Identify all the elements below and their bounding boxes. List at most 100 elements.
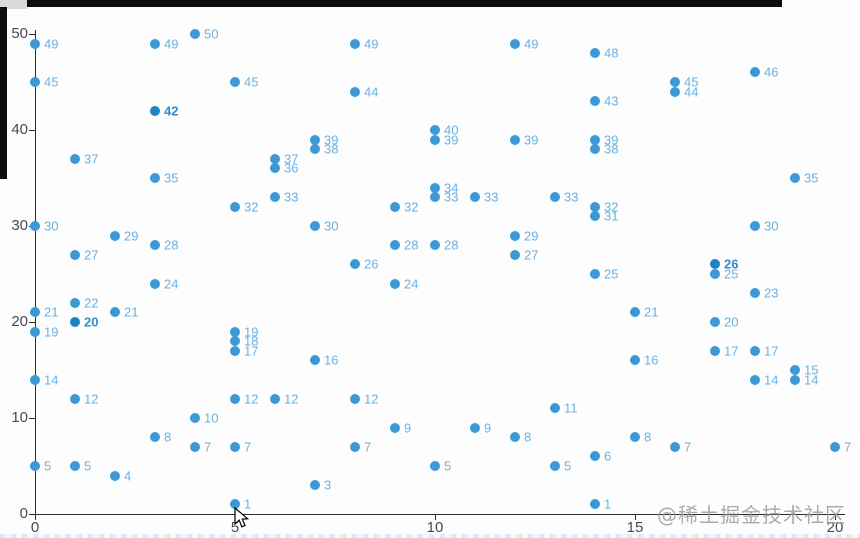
data-point[interactable] — [350, 259, 360, 270]
data-point[interactable] — [390, 240, 400, 251]
data-point[interactable] — [590, 269, 600, 279]
data-point[interactable] — [750, 374, 760, 385]
data-point[interactable] — [190, 29, 200, 39]
data-point[interactable] — [70, 153, 80, 164]
data-point[interactable] — [310, 221, 320, 231]
data-point[interactable] — [790, 374, 800, 385]
data-point[interactable] — [510, 230, 520, 241]
data-point[interactable] — [510, 249, 520, 260]
data-point[interactable] — [70, 297, 80, 308]
data-point[interactable] — [590, 144, 600, 155]
data-point[interactable] — [430, 134, 440, 145]
data-point[interactable] — [310, 480, 320, 491]
data-point[interactable] — [30, 374, 40, 385]
data-point[interactable] — [430, 240, 440, 251]
data-point[interactable] — [70, 393, 80, 404]
data-point[interactable] — [630, 355, 640, 366]
data-point[interactable] — [150, 38, 160, 49]
data-point[interactable] — [30, 307, 40, 318]
data-point[interactable] — [710, 259, 720, 270]
data-point[interactable] — [230, 326, 240, 337]
data-point[interactable] — [710, 269, 720, 279]
data-point[interactable] — [470, 422, 480, 433]
data-point[interactable] — [350, 441, 360, 452]
data-point[interactable] — [750, 288, 760, 299]
data-point[interactable] — [510, 38, 520, 49]
data-point[interactable] — [390, 422, 400, 433]
data-point[interactable] — [510, 134, 520, 145]
data-point[interactable] — [750, 345, 760, 356]
data-point[interactable] — [190, 413, 200, 423]
data-point[interactable] — [150, 278, 160, 289]
data-point[interactable] — [590, 48, 600, 59]
data-point[interactable] — [590, 211, 600, 222]
data-point[interactable] — [30, 326, 40, 337]
data-point[interactable] — [790, 173, 800, 183]
data-point[interactable] — [230, 393, 240, 404]
data-point[interactable] — [110, 307, 120, 318]
data-point[interactable] — [310, 134, 320, 145]
data-point-label: 7 — [844, 439, 852, 455]
data-point[interactable] — [430, 461, 440, 471]
data-point-label: 27 — [84, 247, 99, 263]
data-point[interactable] — [350, 38, 360, 49]
data-point-label: 39 — [324, 132, 339, 148]
data-point[interactable] — [150, 240, 160, 251]
data-point[interactable] — [30, 77, 40, 87]
data-point[interactable] — [430, 125, 440, 135]
data-point[interactable] — [430, 182, 440, 193]
data-point[interactable] — [30, 461, 40, 471]
data-point[interactable] — [590, 499, 600, 510]
data-point-label: 1 — [244, 496, 252, 512]
data-point[interactable] — [230, 77, 240, 87]
data-point[interactable] — [350, 393, 360, 404]
data-point[interactable] — [230, 345, 240, 356]
data-point[interactable] — [190, 441, 200, 452]
data-point[interactable] — [590, 96, 600, 107]
data-point[interactable] — [30, 38, 40, 49]
data-point[interactable] — [70, 461, 80, 471]
data-point[interactable] — [70, 249, 80, 260]
data-point[interactable] — [70, 317, 80, 327]
data-point[interactable] — [30, 221, 40, 231]
data-point[interactable] — [670, 77, 680, 87]
data-point[interactable] — [670, 441, 680, 452]
data-point[interactable] — [270, 393, 280, 404]
data-point-label: 16 — [644, 352, 659, 368]
data-point[interactable] — [270, 153, 280, 164]
data-point[interactable] — [510, 432, 520, 443]
data-point[interactable] — [750, 221, 760, 231]
data-point[interactable] — [110, 470, 120, 481]
data-point[interactable] — [550, 461, 560, 471]
data-point[interactable] — [310, 144, 320, 155]
data-point[interactable] — [430, 192, 440, 203]
data-point[interactable] — [270, 163, 280, 174]
data-point[interactable] — [230, 441, 240, 452]
data-point[interactable] — [350, 86, 360, 97]
data-point[interactable] — [670, 86, 680, 97]
data-point[interactable] — [710, 345, 720, 356]
data-point[interactable] — [550, 403, 560, 414]
data-point[interactable] — [710, 317, 720, 327]
data-point[interactable] — [590, 201, 600, 212]
data-point[interactable] — [830, 441, 840, 452]
data-point[interactable] — [230, 201, 240, 212]
data-point[interactable] — [270, 192, 280, 203]
data-point[interactable] — [150, 432, 160, 443]
data-point[interactable] — [590, 451, 600, 462]
data-point[interactable] — [390, 278, 400, 289]
data-point[interactable] — [150, 105, 160, 116]
data-point[interactable] — [230, 499, 240, 510]
data-point[interactable] — [470, 192, 480, 203]
data-point[interactable] — [790, 365, 800, 375]
data-point[interactable] — [630, 307, 640, 318]
data-point[interactable] — [550, 192, 560, 203]
data-point[interactable] — [630, 432, 640, 443]
data-point[interactable] — [590, 134, 600, 145]
data-point[interactable] — [750, 67, 760, 78]
data-point[interactable] — [230, 336, 240, 347]
data-point[interactable] — [310, 355, 320, 366]
data-point[interactable] — [390, 201, 400, 212]
data-point[interactable] — [110, 230, 120, 241]
data-point[interactable] — [150, 173, 160, 183]
